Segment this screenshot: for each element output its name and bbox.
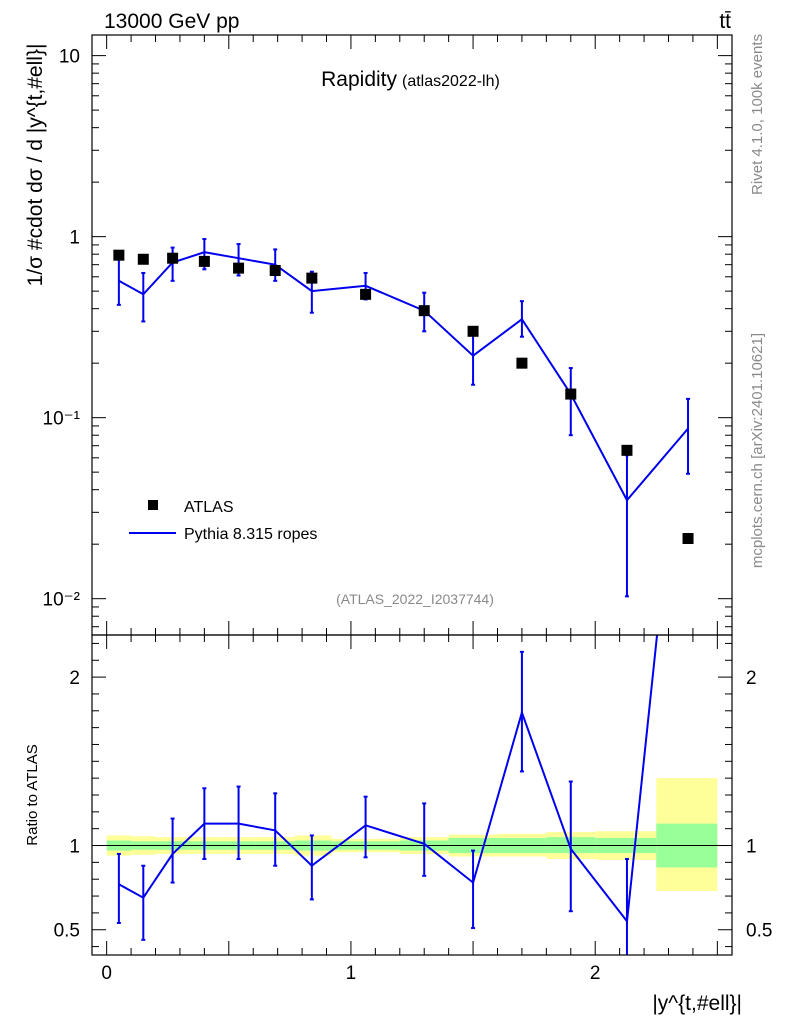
x-tick-label: 1 [346, 963, 357, 984]
atlas-marker [306, 272, 318, 284]
ratio-y-tick-label-left: 1 [69, 837, 80, 858]
atlas-marker [113, 249, 125, 261]
ratio-y-tick-label-right: 0.5 [746, 921, 772, 942]
legend-pythia-label: Pythia 8.315 ropes [184, 526, 317, 543]
main-frame [91, 34, 733, 636]
y-tick-label: 10 [59, 47, 80, 68]
y-tick-label: 10⁻² [43, 590, 81, 611]
chart-title: Rapidity [321, 68, 397, 91]
x-tick-label: 0 [101, 963, 112, 984]
atlas-marker [565, 388, 577, 400]
x-tick-label: 2 [590, 963, 601, 984]
ratio-y-tick-label-right: 2 [746, 668, 757, 689]
x-axis-title: |y^{t,#ell}| [652, 992, 742, 1015]
atlas-marker [418, 305, 430, 317]
ratio-line [118, 635, 659, 924]
y-tick-label: 1 [69, 228, 80, 249]
rivet-label: Rivet 4.1.0, 100k events [749, 34, 766, 195]
ratio-y-axis-title: Ratio to ATLAS [24, 744, 41, 845]
watermark: (ATLAS_2022_I2037744) [336, 591, 494, 607]
ratio-y-tick-label-left: 0.5 [54, 921, 80, 942]
chart-subtitle: (atlas2022-lh) [402, 73, 500, 90]
atlas-marker [360, 288, 372, 300]
atlas-marker [233, 262, 245, 274]
process-label: tt̄ [719, 10, 731, 33]
legend-atlas-marker [148, 500, 158, 510]
atlas-marker [269, 265, 281, 277]
ratio-panel: 0.5 0.5 1 1 2 2 0 1 2 Ratio to ATLAS |y^{t,#ell}… [24, 634, 772, 1015]
energy-label: 13000 GeV pp [104, 10, 239, 33]
atlas-marker [621, 444, 633, 456]
y-axis-title: 1/σ #cdot dσ / d |y^{t,#ell}| [24, 44, 47, 287]
ratio-y-tick-label-left: 2 [69, 668, 80, 689]
ratio-y-tick-label-right: 1 [746, 837, 757, 858]
pythia-line [118, 251, 689, 502]
mcplots-label: mcplots.cern.ch [arXiv:2401.10621] [749, 333, 766, 568]
ratio-series-group [116, 635, 659, 955]
ratio-frame [91, 634, 733, 956]
atlas-marker [467, 325, 479, 337]
atlas-marker [682, 533, 694, 545]
atlas-marker [167, 252, 179, 264]
y-tick-label: 10⁻¹ [43, 409, 81, 430]
legend-atlas-label: ATLAS [184, 499, 234, 516]
atlas-marker [516, 357, 528, 369]
main-panel: 10 1 10⁻¹ 10⁻² Rapidity (atlas2022-lh) (ATL… [24, 34, 733, 636]
atlas-marker [137, 253, 149, 265]
atlas-marker [198, 255, 210, 267]
